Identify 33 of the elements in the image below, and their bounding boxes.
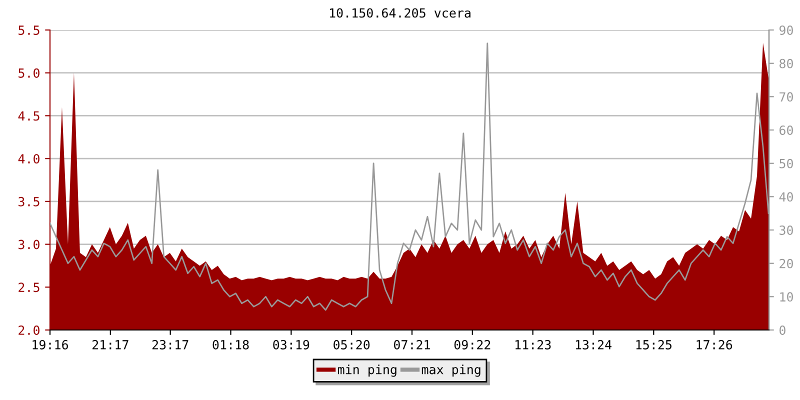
x-tick-label: 13:24 — [576, 340, 612, 350]
legend-label: min ping — [338, 364, 396, 377]
y2-tick-label: 60 — [780, 126, 793, 135]
y2-tick-label: 80 — [780, 58, 793, 68]
x-tick-label: 01:18 — [212, 340, 249, 350]
y2-tick-label: 20 — [780, 258, 793, 268]
x-tick-label: 15:25 — [636, 340, 672, 350]
x-tick-label: 09:22 — [454, 340, 490, 350]
y2-tick-label: 0 — [780, 326, 786, 335]
y2-tick-label: 10 — [780, 292, 793, 302]
y-tick-label: 3.0 — [18, 240, 40, 250]
x-tick-label: 21:17 — [92, 340, 128, 350]
x-tick-label: 23:17 — [152, 340, 188, 350]
chart-title: 10.150.64.205 vcera — [330, 8, 470, 18]
y-tick-label: 3.5 — [18, 196, 40, 206]
y-tick-label: 2.0 — [18, 326, 40, 335]
x-tick-label: 11:23 — [516, 340, 551, 350]
y2-tick-label: 40 — [779, 192, 793, 202]
y2-tick-label: 70 — [780, 92, 793, 102]
y2-tick-label: 30 — [780, 226, 793, 235]
x-tick-label: 05:20 — [334, 340, 370, 350]
x-tick-label: 07:21 — [394, 340, 430, 350]
y-tick-label: 4.5 — [18, 111, 40, 121]
y-tick-label: 2.5 — [18, 282, 40, 292]
y2-tick-label: 50 — [780, 158, 793, 168]
x-tick-label: 03:19 — [273, 340, 310, 350]
y-tick-label: 5.5 — [18, 26, 40, 35]
y-tick-label: 4.0 — [18, 154, 40, 164]
legend-label: max ping — [422, 364, 480, 377]
y-tick-label: 5.0 — [18, 68, 40, 78]
x-tick-label: 17:26 — [696, 340, 732, 350]
y2-tick-label: 90 — [780, 26, 793, 35]
x-tick-label: 19:16 — [32, 340, 68, 350]
